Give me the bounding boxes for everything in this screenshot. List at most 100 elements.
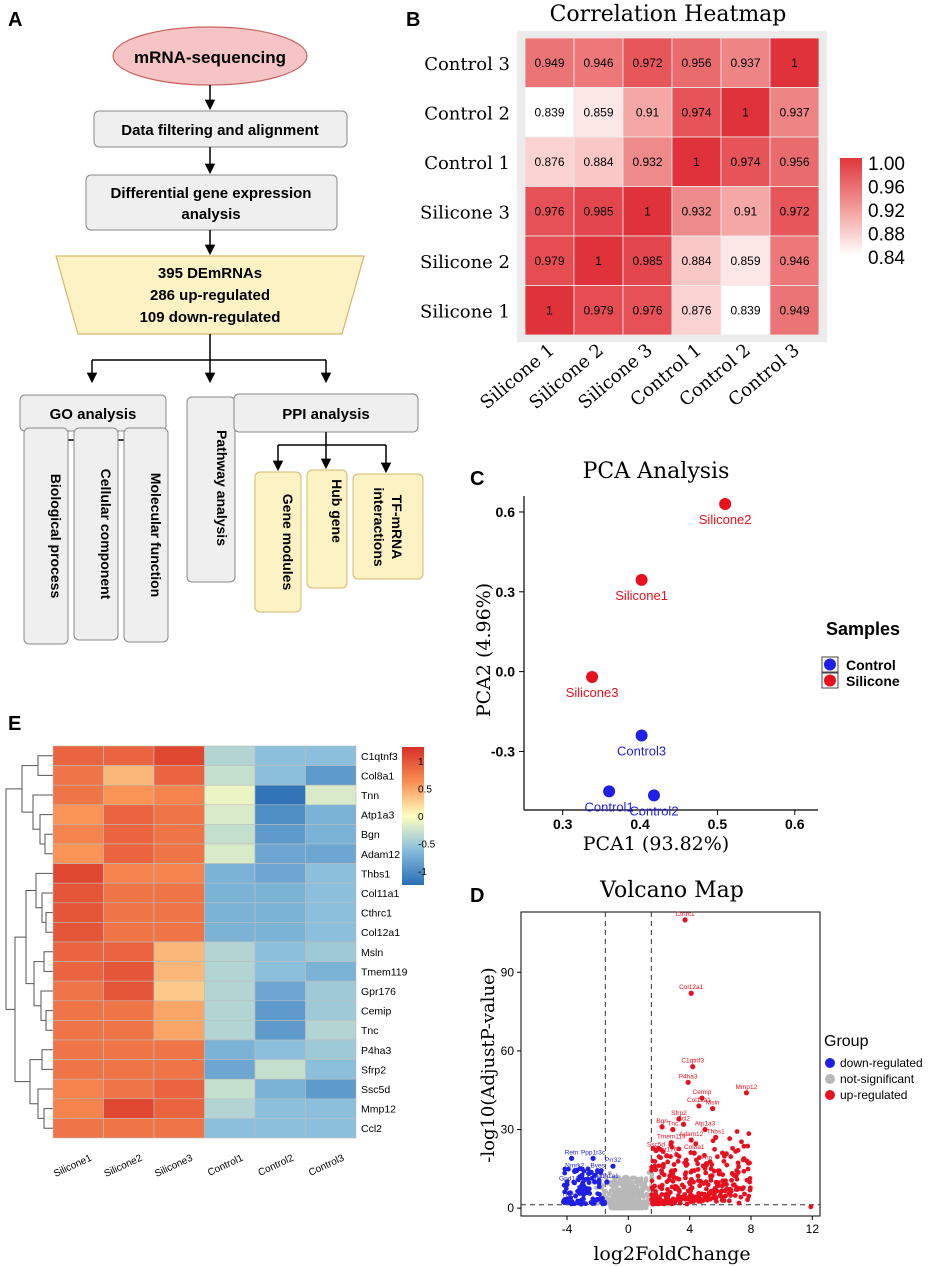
volcano-point-up [688, 1169, 694, 1175]
corr-colorbar-tick: 0.84 [868, 248, 905, 269]
volcano-point-col12a1 [688, 990, 694, 996]
volcano-point-ns [613, 1205, 619, 1211]
pca-legend-control-marker [824, 658, 836, 671]
expr-cell-c1qtnf3-silicone1 [52, 745, 104, 766]
pca-point-silicone1 [635, 573, 648, 586]
corr-value-label: 0.976 [632, 303, 662, 317]
expr-cell-thbs1-silicone3 [153, 863, 205, 884]
corr-value-label: 1 [693, 155, 700, 169]
volcano-point-ns [623, 1174, 629, 1180]
pca-point-control3 [635, 729, 648, 742]
expr-cell-col11a1-control3 [305, 882, 357, 904]
pca-x-tick: 0.5 [708, 816, 728, 832]
volcano-point-down [571, 1179, 577, 1185]
expr-cell-atp1a3-silicone3 [153, 804, 205, 825]
corr-colorbar-tick: 0.88 [868, 225, 905, 246]
volcano-point-down [581, 1192, 586, 1198]
expr-cell-ssc5d-control2 [254, 1078, 306, 1100]
expr-col-label-silicone3: Silicone3 [153, 1153, 195, 1180]
volcano-point-up [665, 1159, 671, 1165]
corr-cell-silicone-1-control-1 [671, 285, 722, 336]
expr-cell-c1qtnf3-control3 [305, 745, 357, 766]
volcano-y-label: -log10(AdjustP-value) [478, 967, 499, 1162]
expr-row-label-mmp12: Mmp12 [361, 1104, 396, 1116]
expr-row-label-thbs1: Thbs1 [361, 868, 390, 880]
expr-cell-tnc-control1 [204, 1020, 256, 1041]
expr-row-label-tnn: Tnn [361, 790, 379, 802]
volcano-point-ns [626, 1205, 631, 1211]
volcano-label-syp1: Syp1 [587, 1173, 602, 1180]
expr-cell-tmem119-control3 [305, 961, 357, 982]
corr-colorbar-tick: 1.00 [868, 154, 905, 175]
expression-heatmap: C1qtnf3 Col8a1 Tnn Atp1a3 Bgn Adam12 Thbs1 Col1… [5, 745, 436, 1180]
volcano-point-cemip [699, 1095, 705, 1101]
expr-row-label-c1qtnf3: C1qtnf3 [361, 751, 398, 763]
volcano-point-up [708, 1177, 714, 1183]
volcano-point-down [589, 1176, 595, 1181]
pca-point-silicone2 [719, 497, 732, 510]
volcano-point-up [674, 1196, 680, 1202]
pca-y-tick: -0.3 [491, 743, 515, 759]
pathway-analysis-box [186, 396, 236, 583]
expr-row-label-gpr176: Gpr176 [361, 986, 396, 998]
volcano-label-c1qtnf3: C1qtnf3 [681, 1058, 704, 1065]
volcano-label-bgn: Bgn [656, 1118, 668, 1125]
corr-value-label: 0.976 [534, 204, 564, 218]
expr-row-label-col11a1: Col11a1 [361, 888, 399, 900]
expr-cell-msln-control1 [204, 941, 256, 962]
volcano-label-tmem119: Tmem119 [657, 1134, 686, 1141]
pca-legend-title: Samples [826, 619, 900, 639]
corr-cell-control-3-control-3 [769, 37, 820, 88]
pca-point-label-silicone1: Silicone1 [615, 588, 668, 603]
volcano-y-tick: 0 [507, 1201, 514, 1215]
expr-cell-thbs1-control2 [254, 863, 306, 884]
corr-value-label: 1 [644, 204, 651, 218]
volcano-point-down [575, 1188, 580, 1194]
expr-cell-mmp12-silicone1 [52, 1098, 104, 1119]
volcano-point-up [663, 1191, 669, 1197]
volcano-point-up [741, 1143, 747, 1149]
expr-cell-col11a1-control2 [254, 882, 306, 904]
volcano-point-ns [643, 1205, 648, 1210]
volcano-point-ns [643, 1185, 649, 1191]
expr-cell-c1qtnf3-silicone2 [103, 745, 155, 766]
volcano-point-up [747, 1185, 753, 1191]
volcano-point-up [697, 1183, 703, 1189]
go-analysis-label: GO analysis [50, 406, 137, 423]
volcano-point-up [677, 1189, 682, 1194]
expr-cell-tnc-control2 [254, 1020, 306, 1041]
expr-cell-col8a1-silicone1 [52, 765, 104, 786]
expr-cell-adam12-silicone2 [103, 843, 155, 864]
volcano-point-ns [620, 1192, 625, 1198]
volcano-point-up [712, 1185, 718, 1191]
expr-col-label-silicone2: Silicone2 [103, 1153, 145, 1180]
expr-row-label-col8a1: Col8a1 [361, 770, 394, 782]
volcano-point-ns [608, 1205, 614, 1211]
expr-col-label-control3: Control3 [307, 1153, 346, 1179]
corr-value-label: 0.859 [583, 105, 613, 119]
step-differential-line1: Differential gene expression [111, 185, 312, 202]
expr-cell-p4ha3-silicone3 [153, 1039, 205, 1060]
pca-point-label-control1: Control1 [585, 799, 634, 814]
corr-cell-control-3-control-1 [671, 37, 722, 88]
expr-cell-atp1a3-control3 [305, 804, 357, 825]
volcano-point-down [573, 1193, 578, 1199]
volcano-label-col11a1: Col11a1 [687, 1097, 711, 1104]
pca-point-silicone3 [586, 670, 599, 683]
volcano-point-up [653, 1167, 659, 1173]
volcano-point-down [586, 1171, 591, 1176]
pca-point-control2 [647, 789, 660, 802]
expr-cell-col12a1-silicone3 [153, 922, 205, 943]
volcano-point-ns [637, 1204, 643, 1209]
expr-cell-col11a1-silicone1 [52, 882, 104, 904]
volcano-point-c1qtnf3 [690, 1064, 696, 1070]
volcano-point-up [688, 1176, 694, 1182]
corr-value-label: 0.949 [779, 303, 809, 317]
expr-cell-sfrp2-control3 [305, 1059, 357, 1080]
volcano-point-down [562, 1166, 568, 1172]
expr-cell-c1qtnf3-silicone3 [153, 745, 205, 766]
expr-cell-cemip-silicone1 [52, 1000, 104, 1021]
volcano-point-ns [610, 1193, 616, 1198]
summary-trapezoid [55, 255, 365, 335]
corr-cell-control-1-silicone-2 [573, 136, 624, 187]
